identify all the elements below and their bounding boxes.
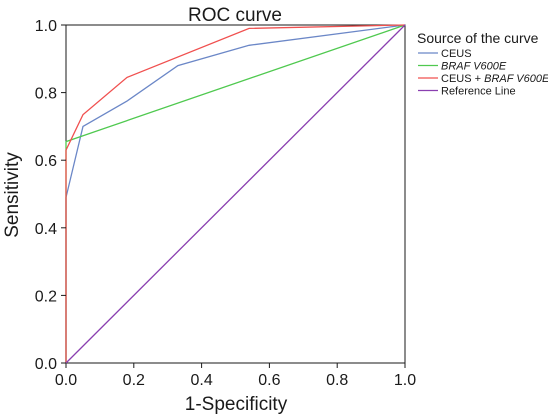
x-axis: 0.0 0.2 0.4 0.6 0.8 1.0: [55, 363, 416, 389]
legend-label: Reference Line: [441, 86, 516, 98]
x-tick-label: 0.2: [123, 372, 145, 389]
plot-area: [65, 24, 406, 364]
series-line-ceus-braf-v600e: [65, 24, 406, 363]
legend-label: CEUS + BRAF V600E: [441, 73, 548, 85]
series-line-reference-line: [65, 24, 406, 364]
x-tick-label: 0.8: [326, 372, 348, 389]
x-tick-label: 0.4: [190, 372, 212, 389]
legend-label: BRAF V600E: [441, 61, 507, 73]
x-axis-title: 1-Specificity: [185, 394, 288, 415]
y-tick-label: 0.0: [35, 356, 57, 373]
chart-title: ROC curve: [188, 5, 282, 26]
y-axis-title: Sensitivity: [2, 152, 23, 238]
x-tick-label: 1.0: [394, 372, 416, 389]
series-layer: [65, 24, 406, 364]
legend-title: Source of the curve: [417, 30, 539, 46]
y-tick-label: 0.2: [35, 288, 57, 305]
x-tick-label: 0.0: [55, 372, 77, 389]
y-tick-label: 0.4: [35, 221, 57, 238]
legend-label: CEUS: [441, 48, 472, 60]
y-tick-label: 0.6: [35, 153, 57, 170]
y-tick-label: 1.0: [35, 18, 57, 35]
y-tick-label: 0.8: [35, 86, 57, 103]
y-axis: 0.0 0.2 0.4 0.6 0.8 1.0: [35, 18, 66, 373]
x-tick-label: 0.6: [258, 372, 280, 389]
